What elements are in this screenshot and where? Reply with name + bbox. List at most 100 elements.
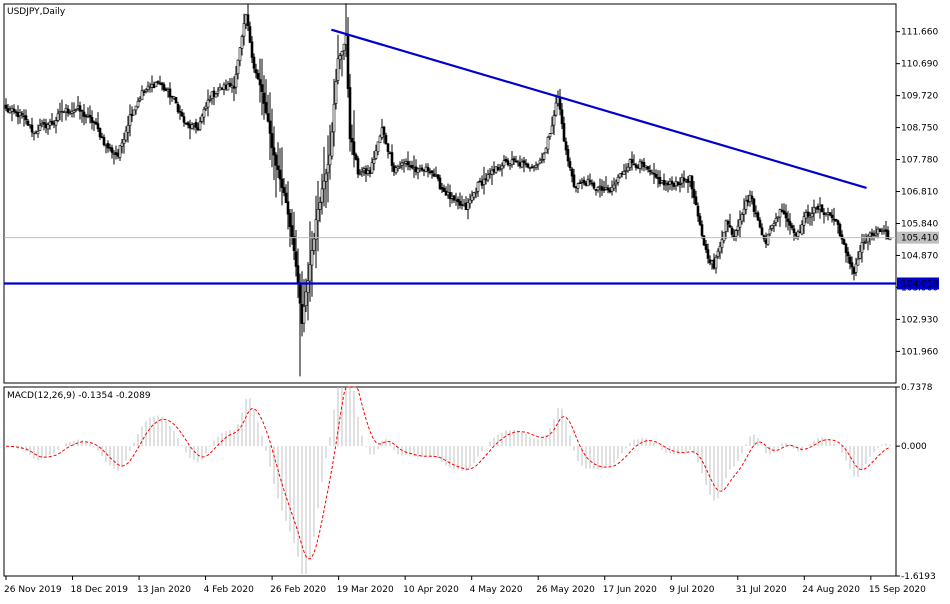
candle	[654, 169, 658, 179]
candle-body	[352, 141, 356, 156]
candle-body	[618, 173, 622, 178]
candle-body	[788, 221, 792, 226]
candle	[682, 170, 686, 188]
candle	[774, 212, 778, 227]
candle-body	[622, 171, 626, 175]
candle	[126, 116, 130, 143]
candle-body	[220, 87, 224, 90]
candle	[200, 113, 204, 124]
support-tag: 104.019	[897, 277, 939, 290]
candle-body	[562, 123, 566, 142]
candle	[154, 81, 158, 88]
candle	[370, 157, 374, 175]
price-tick-label: 102.930	[901, 315, 938, 325]
candle	[862, 234, 866, 250]
candle	[548, 132, 552, 140]
candle-body	[198, 121, 202, 130]
candle	[84, 113, 88, 124]
candle-body	[110, 147, 114, 153]
candle-body	[854, 263, 858, 273]
candle-body	[144, 89, 148, 92]
candle	[554, 94, 558, 117]
candle-body	[120, 142, 124, 147]
candle	[606, 184, 610, 194]
candle	[840, 230, 844, 245]
candle	[724, 219, 728, 240]
candle-body	[756, 212, 760, 221]
candle	[802, 211, 806, 234]
candle-body	[192, 123, 196, 126]
candle	[226, 80, 230, 91]
candle	[278, 148, 282, 192]
candle-body	[212, 90, 216, 97]
candle	[694, 190, 698, 206]
candle-body	[248, 26, 252, 43]
candle-body	[64, 108, 68, 113]
candle-body	[706, 249, 710, 259]
candle-body	[320, 188, 324, 203]
candle	[216, 87, 220, 97]
candle-body	[570, 168, 574, 177]
candle-body	[506, 160, 510, 165]
candle	[652, 162, 656, 185]
candle-body	[96, 123, 100, 130]
candle-body	[510, 159, 514, 165]
candle-body	[8, 109, 12, 114]
candle-body	[830, 214, 834, 219]
candle-body	[384, 135, 388, 145]
candle	[258, 58, 262, 103]
candle	[582, 176, 586, 186]
candle-body	[828, 212, 832, 216]
candle-body	[406, 161, 410, 166]
candle-body	[272, 147, 276, 156]
candle	[74, 108, 78, 113]
candle-body	[88, 115, 92, 118]
candle-body	[66, 108, 70, 114]
candle-body	[140, 90, 144, 101]
candle-body	[374, 150, 378, 159]
candle-body	[186, 122, 190, 126]
candle	[336, 34, 340, 85]
candle	[642, 157, 646, 172]
candle-body	[702, 235, 706, 246]
candle	[790, 222, 794, 231]
candle	[82, 104, 86, 126]
candle	[760, 223, 764, 236]
candle-body	[662, 179, 666, 186]
main-plot-frame	[3, 3, 897, 384]
candle-body	[324, 173, 328, 182]
candle	[542, 152, 546, 163]
candle-body	[790, 225, 794, 229]
candle-body	[298, 283, 302, 304]
candle-body	[728, 225, 732, 228]
candle	[102, 134, 106, 147]
candle-body	[328, 154, 332, 166]
date-tick-label: 26 Nov 2019	[4, 585, 62, 595]
price-tick-label: 104.870	[901, 251, 938, 261]
candle-body	[784, 212, 788, 219]
candle-body	[100, 136, 104, 139]
candle-body	[812, 207, 816, 214]
date-tick-label: 10 Apr 2020	[403, 585, 459, 595]
candle	[504, 156, 508, 163]
candle	[538, 157, 542, 165]
candle-body	[886, 230, 890, 240]
candle	[234, 65, 238, 95]
candle-body	[236, 59, 240, 75]
candle	[330, 122, 334, 160]
candle-body	[148, 86, 152, 88]
candle	[266, 94, 270, 123]
candle	[602, 180, 606, 194]
candle	[512, 155, 516, 165]
candle	[568, 157, 572, 172]
price-tick-label: 101.960	[901, 347, 938, 357]
candle	[128, 104, 132, 137]
candle	[536, 163, 540, 170]
candle	[442, 184, 446, 192]
candle-body	[840, 234, 844, 240]
candle	[648, 164, 652, 176]
candle	[46, 122, 50, 135]
candle-body	[312, 238, 316, 251]
candle	[384, 132, 388, 145]
